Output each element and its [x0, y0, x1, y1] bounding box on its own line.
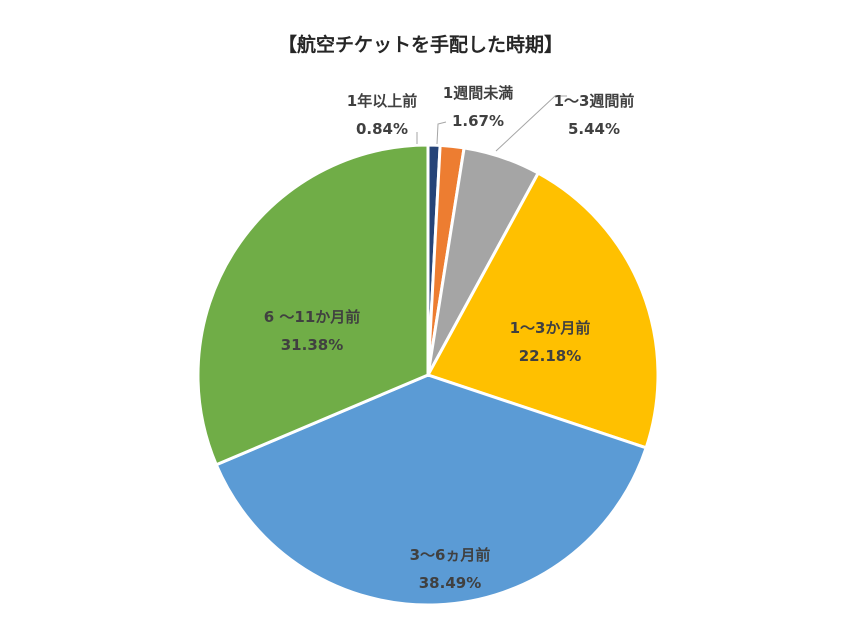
pie-slice-1～3か月前: [426, 171, 660, 450]
pie-slice-6～11か月前: [196, 143, 430, 467]
slice-value-6～11か月前: 31.38%: [281, 336, 343, 354]
slice-label-6～11か月前: 6 ～11か月前: [264, 308, 361, 326]
leader-line-1～3週間前: [495, 95, 567, 152]
leader-line-1週間未満: [436, 121, 447, 145]
pie-slice-3～6ヵ月前: [214, 373, 648, 607]
slice-label-1～3週間前: 1～3週間前: [554, 92, 635, 110]
slice-value-1～3か月前: 22.18%: [519, 347, 581, 365]
chart-title: 【航空チケットを手配した時期】: [277, 34, 563, 56]
slice-value-1年以上前: 0.84%: [356, 120, 408, 138]
slice-value-3～6ヵ月前: 38.49%: [419, 574, 481, 592]
slice-label-1～3か月前: 1～3か月前: [510, 319, 591, 337]
slice-label-3～6ヵ月前: 3～6ヵ月前: [410, 546, 491, 564]
slice-label-1週間未満: 1週間未満: [443, 84, 513, 102]
slice-value-1週間未満: 1.67%: [452, 112, 504, 130]
slice-label-1年以上前: 1年以上前: [347, 92, 417, 110]
slice-value-1～3週間前: 5.44%: [568, 120, 620, 138]
